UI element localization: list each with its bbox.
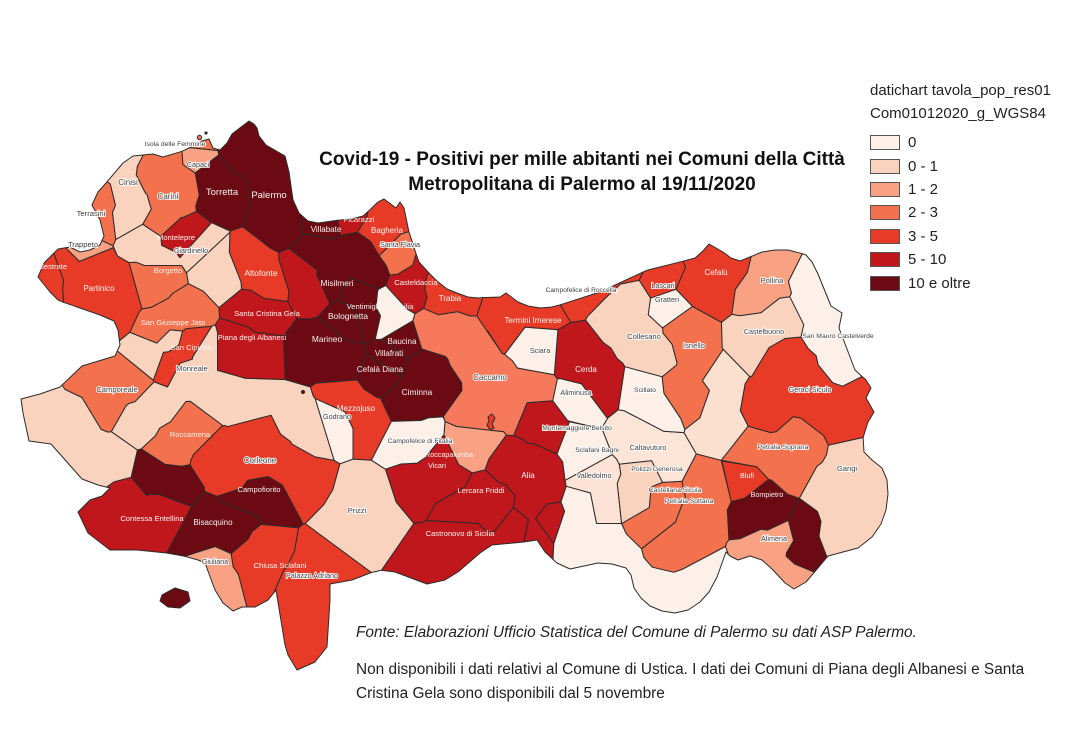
svg-text:Cerda: Cerda xyxy=(575,365,597,374)
svg-text:Trabia: Trabia xyxy=(439,294,462,303)
svg-text:Corleone: Corleone xyxy=(244,456,277,465)
svg-text:Sciara: Sciara xyxy=(530,346,550,355)
svg-text:Gratteri: Gratteri xyxy=(655,295,679,304)
svg-text:Sclafani Bagni: Sclafani Bagni xyxy=(575,447,619,454)
svg-text:Misilmeri: Misilmeri xyxy=(320,278,353,288)
svg-text:Altofonte: Altofonte xyxy=(244,268,277,278)
svg-text:Campofiorito: Campofiorito xyxy=(237,485,280,494)
svg-text:Balestrate: Balestrate xyxy=(33,262,67,271)
svg-text:Isnello: Isnello xyxy=(683,341,705,350)
svg-text:Alimena: Alimena xyxy=(761,534,787,543)
svg-text:Casteldaccia: Casteldaccia xyxy=(394,278,438,287)
svg-text:Palermo: Palermo xyxy=(251,190,286,201)
svg-text:Cefalù: Cefalù xyxy=(704,268,727,277)
svg-text:Pollina: Pollina xyxy=(761,276,785,285)
svg-text:Monreale: Monreale xyxy=(176,364,208,373)
svg-text:Contessa Entellina: Contessa Entellina xyxy=(120,514,184,523)
svg-text:Santa Flavia: Santa Flavia xyxy=(380,240,420,249)
svg-text:Valledolmo: Valledolmo xyxy=(576,471,611,480)
svg-text:Polizzi Generosa: Polizzi Generosa xyxy=(631,466,683,473)
svg-text:Roccamena: Roccamena xyxy=(170,430,211,439)
svg-text:San Mauro Castelverde: San Mauro Castelverde xyxy=(802,333,874,340)
svg-text:Ciminna: Ciminna xyxy=(402,387,433,397)
svg-text:Geraci Siculo: Geraci Siculo xyxy=(789,385,832,394)
svg-text:San Giuseppe Jato: San Giuseppe Jato xyxy=(141,318,206,327)
svg-text:Giuliana: Giuliana xyxy=(202,557,228,566)
svg-text:Ventimiglia di Sicilia: Ventimiglia di Sicilia xyxy=(347,302,414,311)
svg-text:Borgetto: Borgetto xyxy=(154,266,183,275)
svg-text:Scillato: Scillato xyxy=(634,387,656,394)
svg-text:Baucina: Baucina xyxy=(388,337,417,346)
svg-text:Montemaggiore Belsito: Montemaggiore Belsito xyxy=(542,425,612,432)
svg-text:Godrano: Godrano xyxy=(323,412,351,421)
svg-text:Lercara Friddi: Lercara Friddi xyxy=(458,486,505,495)
svg-text:Palazzo Adriano: Palazzo Adriano xyxy=(286,571,338,580)
svg-text:Caltavuturo: Caltavuturo xyxy=(630,443,667,452)
svg-text:Petralia Sottana: Petralia Sottana xyxy=(665,498,714,505)
svg-text:Cinisi: Cinisi xyxy=(118,178,138,187)
svg-text:Piana degli Albanesi: Piana degli Albanesi xyxy=(218,333,287,342)
svg-text:Campofelice di Fitalia: Campofelice di Fitalia xyxy=(388,438,453,445)
svg-text:Cefalà Diana: Cefalà Diana xyxy=(357,365,404,374)
svg-text:Bolognetta: Bolognetta xyxy=(328,311,368,321)
svg-text:Isola delle Femmine: Isola delle Femmine xyxy=(145,141,206,148)
svg-text:Bagheria: Bagheria xyxy=(371,226,404,235)
svg-text:Mezzojuso: Mezzojuso xyxy=(337,404,376,413)
svg-text:Vicari: Vicari xyxy=(428,461,446,470)
svg-text:Castronovo di Sicilia: Castronovo di Sicilia xyxy=(426,529,496,538)
svg-text:Prizzi: Prizzi xyxy=(348,506,367,515)
svg-text:Villabate: Villabate xyxy=(311,225,342,234)
svg-text:Giardinello: Giardinello xyxy=(174,246,208,255)
svg-text:San Cipirello: San Cipirello xyxy=(170,343,213,352)
svg-text:Campofelice di Roccella: Campofelice di Roccella xyxy=(546,287,617,294)
svg-text:Petralia Soprana: Petralia Soprana xyxy=(758,444,809,451)
svg-text:Aliminusa: Aliminusa xyxy=(560,388,591,397)
svg-text:Montelepre: Montelepre xyxy=(157,233,195,242)
svg-text:Partinico: Partinico xyxy=(83,284,115,293)
svg-text:Bisacquino: Bisacquino xyxy=(193,518,233,527)
svg-text:Santa Cristina Gela: Santa Cristina Gela xyxy=(234,309,301,318)
svg-text:Bompietro: Bompietro xyxy=(751,490,784,499)
svg-text:Ficarazzi: Ficarazzi xyxy=(344,215,375,224)
svg-text:Blufi: Blufi xyxy=(740,471,754,480)
svg-text:Gangi: Gangi xyxy=(837,464,858,473)
svg-text:Termini Imerese: Termini Imerese xyxy=(505,316,562,325)
svg-text:Castelbuono: Castelbuono xyxy=(744,327,784,336)
svg-text:Capaci: Capaci xyxy=(187,160,210,169)
svg-text:Torretta: Torretta xyxy=(206,187,239,198)
svg-text:Lascari: Lascari xyxy=(651,281,675,290)
svg-text:Collesano: Collesano xyxy=(627,332,661,341)
svg-text:Marineo: Marineo xyxy=(312,334,343,344)
svg-text:Trappeto: Trappeto xyxy=(68,240,98,249)
svg-text:Caccamo: Caccamo xyxy=(473,373,507,382)
svg-text:Alia: Alia xyxy=(521,471,535,480)
svg-text:Roccapalumba: Roccapalumba xyxy=(425,450,473,459)
svg-text:Villafrati: Villafrati xyxy=(375,349,404,358)
svg-text:Terrasini: Terrasini xyxy=(77,209,106,218)
svg-text:Chiusa Sclafani: Chiusa Sclafani xyxy=(254,561,307,570)
svg-text:Castellana Sicula: Castellana Sicula xyxy=(649,487,702,494)
svg-text:Camporeale: Camporeale xyxy=(96,385,137,394)
svg-text:Carini: Carini xyxy=(158,192,179,201)
